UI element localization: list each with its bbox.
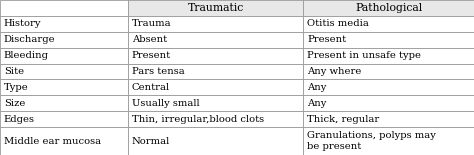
Bar bbox=[128, 95, 303, 111]
Text: Otitis media: Otitis media bbox=[307, 19, 369, 28]
Bar bbox=[0, 80, 128, 95]
Bar bbox=[0, 0, 128, 16]
Bar bbox=[0, 16, 128, 32]
Bar bbox=[128, 0, 303, 16]
Text: Present: Present bbox=[132, 51, 171, 60]
Bar bbox=[128, 48, 303, 64]
Text: Thin, irregular,blood clots: Thin, irregular,blood clots bbox=[132, 115, 264, 124]
Bar bbox=[128, 16, 303, 32]
Text: Thick, regular: Thick, regular bbox=[307, 115, 379, 124]
Text: Traumatic: Traumatic bbox=[188, 3, 244, 13]
Text: Usually small: Usually small bbox=[132, 99, 200, 108]
Bar bbox=[0, 48, 128, 64]
Text: Size: Size bbox=[4, 99, 25, 108]
Text: Edges: Edges bbox=[4, 115, 35, 124]
Bar bbox=[303, 95, 474, 111]
Text: Bleeding: Bleeding bbox=[4, 51, 49, 60]
Bar bbox=[0, 32, 128, 48]
Text: History: History bbox=[4, 19, 41, 28]
Text: Middle ear mucosa: Middle ear mucosa bbox=[4, 137, 101, 146]
Text: Discharge: Discharge bbox=[4, 35, 55, 44]
Text: Present: Present bbox=[307, 35, 346, 44]
Bar bbox=[303, 111, 474, 127]
Text: Pars tensa: Pars tensa bbox=[132, 67, 184, 76]
Bar bbox=[303, 80, 474, 95]
Text: Pathological: Pathological bbox=[355, 3, 422, 13]
Text: Normal: Normal bbox=[132, 137, 170, 146]
Text: Granulations, polyps may
be present: Granulations, polyps may be present bbox=[307, 131, 436, 151]
Bar bbox=[303, 16, 474, 32]
Text: Type: Type bbox=[4, 83, 28, 92]
Bar bbox=[128, 32, 303, 48]
Bar bbox=[303, 127, 474, 155]
Text: Any: Any bbox=[307, 83, 327, 92]
Bar bbox=[128, 111, 303, 127]
Text: Absent: Absent bbox=[132, 35, 167, 44]
Text: Present in unsafe type: Present in unsafe type bbox=[307, 51, 421, 60]
Bar bbox=[0, 95, 128, 111]
Text: Site: Site bbox=[4, 67, 24, 76]
Bar bbox=[0, 111, 128, 127]
Bar bbox=[0, 127, 128, 155]
Text: Any: Any bbox=[307, 99, 327, 108]
Bar bbox=[128, 80, 303, 95]
Bar bbox=[303, 0, 474, 16]
Bar bbox=[303, 48, 474, 64]
Bar bbox=[128, 127, 303, 155]
Text: Trauma: Trauma bbox=[132, 19, 172, 28]
Text: Central: Central bbox=[132, 83, 170, 92]
Bar bbox=[0, 64, 128, 80]
Text: Any where: Any where bbox=[307, 67, 362, 76]
Bar bbox=[303, 64, 474, 80]
Bar bbox=[128, 64, 303, 80]
Bar bbox=[303, 32, 474, 48]
